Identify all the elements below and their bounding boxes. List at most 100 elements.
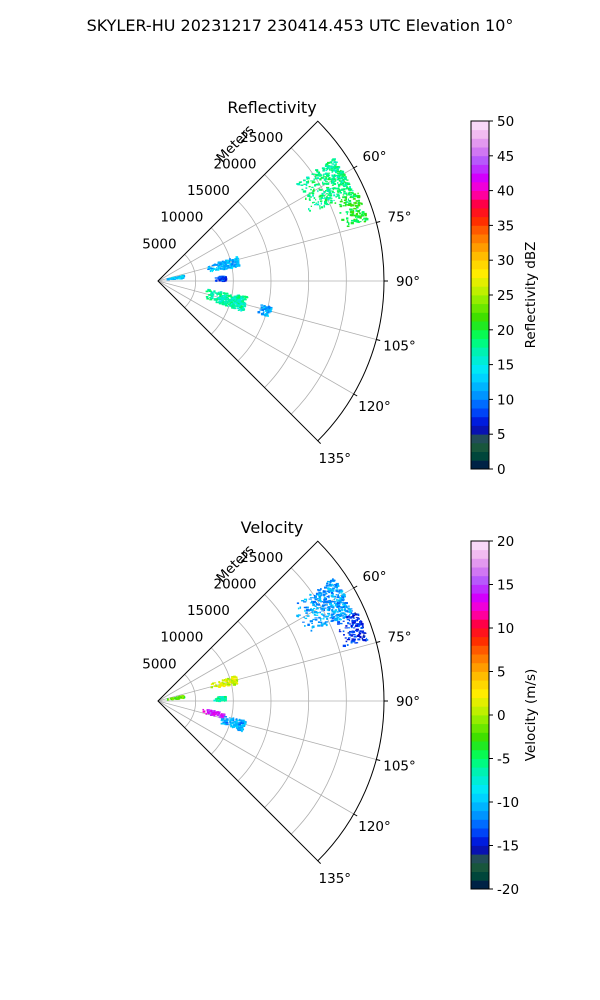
echo-gate <box>334 586 338 588</box>
echo-gate <box>351 641 355 643</box>
echo-gate <box>315 601 317 604</box>
echo-gate <box>316 598 320 600</box>
echo-gate <box>328 596 330 599</box>
echo-gate <box>338 599 341 601</box>
echo-gate <box>236 720 238 723</box>
echo-gate <box>333 165 336 168</box>
echo-gate <box>352 617 355 619</box>
echo-gate <box>353 207 357 210</box>
echo-gate <box>340 592 343 594</box>
echo-gate <box>235 678 238 681</box>
echo-gate <box>225 721 229 724</box>
echo-gate <box>322 194 325 197</box>
echo-gate <box>339 170 341 174</box>
echo-gate <box>323 616 327 618</box>
echo-gate <box>217 297 221 299</box>
echo-gate <box>365 637 368 639</box>
echo-gate <box>314 204 316 206</box>
echo-gate <box>322 183 324 186</box>
echo-gate <box>236 301 240 304</box>
echo-gate <box>239 304 242 306</box>
echo-gate <box>264 314 268 317</box>
echo-gate <box>217 297 221 300</box>
echo-gate <box>361 219 364 221</box>
echo-gate <box>349 202 352 205</box>
theta-tick-label: 105° <box>383 759 416 775</box>
echo-gate <box>230 676 234 678</box>
echo-gate <box>323 595 326 597</box>
echo-gate <box>357 217 360 219</box>
echo-gate <box>339 200 343 203</box>
colorbar-segment <box>471 671 489 681</box>
echo-gate <box>345 610 348 613</box>
echo-gate <box>360 202 363 205</box>
echo-gate <box>337 175 340 178</box>
echo-gate <box>300 184 304 186</box>
echo-gate <box>346 220 349 223</box>
echo-gate <box>343 593 345 595</box>
echo-gate <box>234 298 238 300</box>
echo-gate <box>319 178 322 181</box>
echo-gate <box>177 696 180 698</box>
echo-region-3 <box>166 695 186 701</box>
echo-gate <box>326 186 330 188</box>
echo-gate <box>334 604 338 607</box>
echo-gate <box>337 599 340 602</box>
echo-gate <box>354 214 357 217</box>
echo-gate <box>324 600 329 602</box>
echo-gate <box>213 263 217 265</box>
echo-gate <box>356 206 359 209</box>
echo-gate <box>244 297 246 299</box>
echo-gate <box>336 194 340 197</box>
echo-gate <box>218 276 221 279</box>
echo-gate <box>174 276 177 279</box>
echo-gate <box>211 713 215 716</box>
figure-suptitle: SKYLER-HU 20231217 230414.453 UTC Elevat… <box>86 16 514 35</box>
echo-gate <box>230 305 233 308</box>
echo-gate <box>324 200 328 204</box>
echo-gate <box>337 178 340 180</box>
echo-gate <box>328 607 331 610</box>
theta-tick-mark <box>353 165 358 169</box>
echo-gate <box>231 722 234 725</box>
echo-gate <box>341 612 345 615</box>
echo-gate <box>241 723 245 726</box>
colorbar-segment <box>471 767 489 777</box>
echo-gate <box>318 195 321 198</box>
echo-gate <box>313 594 316 597</box>
colorbar-segment <box>471 286 489 296</box>
echo-gate <box>241 296 244 299</box>
echo-gate <box>346 616 349 619</box>
echo-gate <box>360 627 364 629</box>
echo-gate <box>339 610 342 613</box>
echo-gate <box>242 302 244 304</box>
echo-gate <box>342 178 345 181</box>
theta-tick-label: 60° <box>363 149 387 165</box>
echo-gate <box>335 589 339 591</box>
echo-gate <box>208 710 212 712</box>
echo-gate <box>327 161 331 164</box>
echo-gate <box>224 264 228 267</box>
echo-gate <box>181 697 184 699</box>
echo-gate <box>342 182 344 185</box>
echo-gate <box>313 595 317 598</box>
echo-gate <box>343 606 346 608</box>
echo-gate <box>350 188 353 191</box>
colorbar-segment <box>471 164 489 174</box>
echo-gate <box>308 598 312 600</box>
echo-gate <box>213 699 216 702</box>
echo-gate <box>338 610 341 613</box>
echo-region-2 <box>207 256 241 273</box>
echo-gate <box>228 301 232 303</box>
echo-gate <box>208 709 212 712</box>
echo-gate <box>223 275 226 278</box>
echo-gate <box>336 167 339 170</box>
echo-gate <box>233 724 237 727</box>
echo-gate <box>344 188 347 190</box>
echo-gate <box>308 198 311 201</box>
echo-gate <box>337 166 340 168</box>
echo-gate <box>231 263 234 266</box>
colorbar-tick-label: 20 <box>497 323 514 339</box>
echo-gate <box>306 615 310 617</box>
echo-gate <box>240 303 244 305</box>
